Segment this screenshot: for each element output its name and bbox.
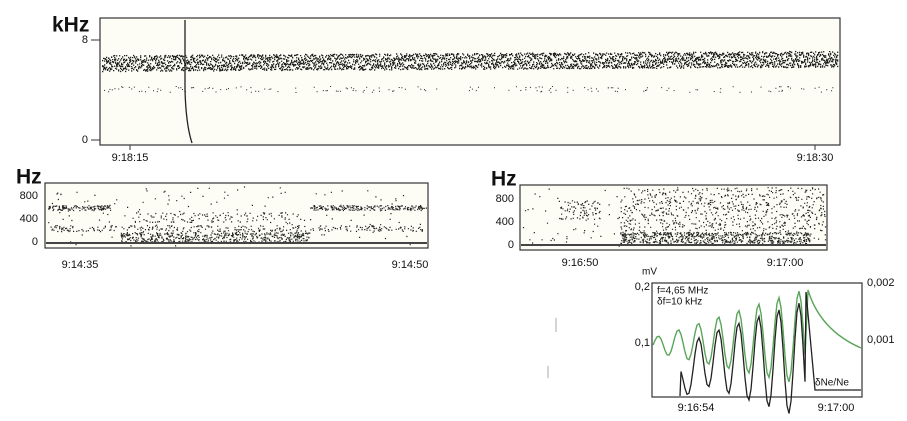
spectrogram xyxy=(102,20,839,144)
unit-label: mV xyxy=(642,267,657,278)
noise xyxy=(102,50,839,93)
unit-label: kHz xyxy=(52,14,89,37)
y-tick-label: 400 xyxy=(20,213,38,225)
waveform xyxy=(652,289,862,414)
spike xyxy=(184,20,193,144)
wave-black xyxy=(679,291,861,414)
y-tick-label: 800 xyxy=(20,190,38,202)
y-tick-label: 0,1 xyxy=(635,337,650,349)
y-tick-label: 0 xyxy=(32,236,38,248)
y-tick-label: 800 xyxy=(496,193,514,205)
x-tick-label: 9:17:00 xyxy=(818,402,855,414)
y2-tick-label: 0,001 xyxy=(867,334,895,346)
annotation: δNe/Ne xyxy=(815,378,849,389)
unit-label: Hz xyxy=(491,168,517,191)
noise xyxy=(48,186,427,247)
y2-tick-label: 0,002 xyxy=(867,277,895,289)
x-tick-label: 9:16:54 xyxy=(678,402,715,414)
spectrogram xyxy=(521,187,827,247)
annotation: f=4,65 MHz xyxy=(657,286,708,297)
spectrogram xyxy=(46,186,427,247)
wave-green xyxy=(652,289,862,383)
x-tick-label: 9:14:50 xyxy=(392,259,429,271)
x-tick-label: 9:17:00 xyxy=(767,257,804,269)
y-tick-label: 400 xyxy=(496,216,514,228)
annotation: δf=10 kHz xyxy=(657,297,702,308)
panel-frame xyxy=(99,17,841,146)
y-tick-label: 0 xyxy=(82,134,88,146)
y-tick-label: 0,2 xyxy=(635,281,650,293)
y-tick-label: 0 xyxy=(508,239,514,251)
x-tick-label: 9:14:35 xyxy=(62,259,99,271)
x-tick-label: 9:18:15 xyxy=(112,152,149,164)
x-tick-label: 9:16:50 xyxy=(562,257,599,269)
x-tick-label: 9:18:30 xyxy=(797,152,834,164)
y-tick-label: 8 xyxy=(82,34,88,46)
unit-label: Hz xyxy=(16,166,42,189)
panel-frame xyxy=(651,282,863,398)
